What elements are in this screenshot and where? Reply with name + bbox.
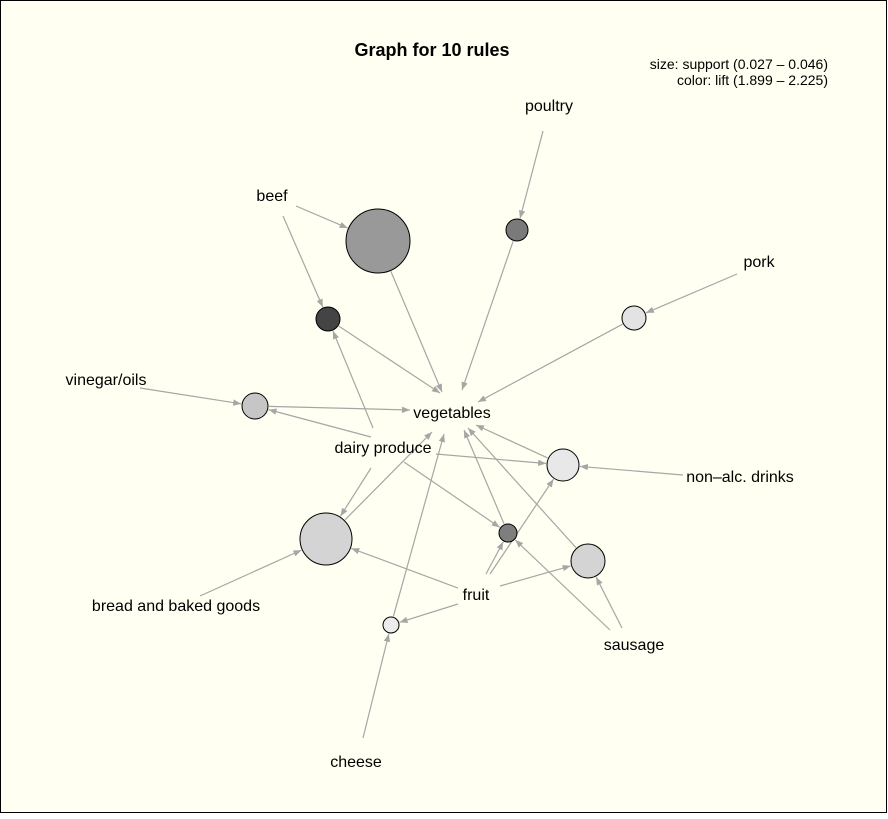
edge-cheese-to-r10 <box>362 633 391 739</box>
rule-node-r5 <box>241 392 269 420</box>
edge-r3-to-vegetables <box>338 325 441 394</box>
item-label-vegetables: vegetables <box>413 405 490 422</box>
item-label-pork: pork <box>743 254 775 271</box>
item-label-nonalc: non–alc. drinks <box>686 469 794 486</box>
rule-node-r6 <box>546 448 580 482</box>
rule-node-r4 <box>621 305 647 331</box>
edge-r8-to-vegetables <box>463 429 505 525</box>
edge-r7-to-vegetables <box>344 431 433 521</box>
edge-sausage-to-r8 <box>514 539 611 631</box>
edge-fruit-to-r7 <box>351 547 459 589</box>
edge-pork-to-r4 <box>645 273 738 314</box>
rule-node-r2 <box>505 218 529 242</box>
rule-node-r7 <box>299 512 353 566</box>
rule-node-r1 <box>345 208 411 274</box>
edge-vinegar-to-r5 <box>139 387 242 406</box>
edge-dairy-to-r8 <box>403 461 501 528</box>
edges <box>139 130 738 739</box>
edge-sausage-to-r9 <box>595 576 623 629</box>
rule-node-r10 <box>382 616 400 634</box>
edge-dairy-to-r6 <box>435 453 547 467</box>
graph-title: Graph for 10 rules <box>354 40 509 60</box>
edge-beef-to-r3 <box>282 215 324 308</box>
edge-dairy-to-r3 <box>332 330 374 429</box>
edge-beef-to-r1 <box>295 205 348 229</box>
edge-r10-to-vegetables <box>392 433 445 617</box>
edge-r1-to-vegetables <box>390 271 443 393</box>
legend-size: size: support (0.027 – 0.046) <box>650 56 828 72</box>
edge-fruit-to-r6 <box>489 478 555 575</box>
item-label-bread: bread and baked goods <box>92 598 260 615</box>
rule-nodes <box>241 208 647 634</box>
rule-node-r3 <box>315 306 341 332</box>
rule-node-r8 <box>498 523 518 543</box>
item-label-dairy: dairy produce <box>335 440 432 457</box>
edge-dairy-to-r5 <box>268 408 372 438</box>
rule-node-r9 <box>570 543 606 579</box>
item-label-poultry: poultry <box>525 98 573 115</box>
edge-fruit-to-r8 <box>485 541 504 575</box>
item-label-sausage: sausage <box>604 637 665 654</box>
edge-r2-to-vegetables <box>461 241 514 391</box>
edge-fruit-to-r10 <box>399 603 459 623</box>
item-labels: poultry beef pork vinegar/oils vegetables dai… <box>66 98 794 771</box>
edge-r6-to-vegetables <box>475 424 548 459</box>
edge-poultry-to-r2 <box>518 130 544 219</box>
legend-color: color: lift (1.899 – 2.225) <box>677 72 828 88</box>
edge-bread-to-r7 <box>199 549 302 597</box>
edge-dairy-to-r7 <box>339 467 372 517</box>
item-label-vinegar: vinegar/oils <box>66 372 147 389</box>
item-label-cheese: cheese <box>330 754 382 771</box>
edge-r4-to-vegetables <box>477 323 623 403</box>
edge-r9-to-vegetables <box>467 427 577 549</box>
item-label-fruit: fruit <box>463 587 490 604</box>
edge-nonalc-to-r6 <box>579 463 684 476</box>
edge-r5-to-vegetables <box>268 405 411 413</box>
item-label-beef: beef <box>256 188 288 205</box>
edge-fruit-to-r9 <box>499 565 571 587</box>
